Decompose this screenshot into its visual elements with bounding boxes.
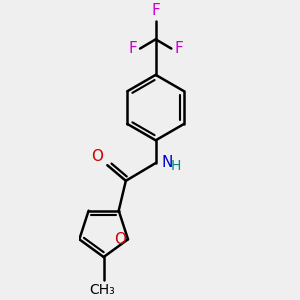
Text: H: H: [171, 159, 181, 173]
Text: O: O: [114, 232, 126, 247]
Text: F: F: [128, 41, 137, 56]
Text: F: F: [174, 41, 183, 56]
Text: F: F: [151, 3, 160, 18]
Text: CH₃: CH₃: [89, 283, 115, 297]
Text: O: O: [91, 149, 103, 164]
Text: N: N: [161, 155, 173, 170]
